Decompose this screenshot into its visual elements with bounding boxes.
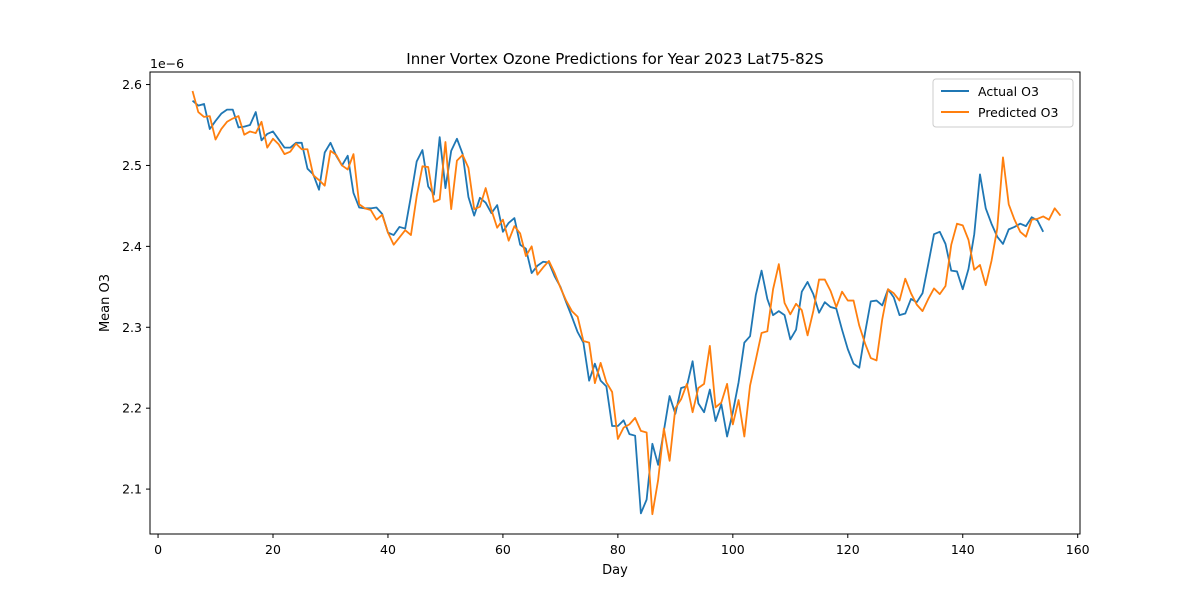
x-tick-label: 0 <box>154 542 162 557</box>
y-axis-label: Mean O3 <box>98 274 113 332</box>
x-axis-label: Day <box>602 563 628 578</box>
plot-frame <box>149 71 1081 535</box>
x-tick-label: 120 <box>836 542 860 557</box>
chart-title: Inner Vortex Ozone Predictions for Year … <box>406 50 823 68</box>
x-tick-label: 140 <box>951 542 975 557</box>
y-axis: 2.1 2.2 2.3 2.4 2.5 2.6 <box>122 77 150 497</box>
series-layer <box>191 90 1062 516</box>
x-tick-label: 160 <box>1066 542 1090 557</box>
x-tick-label: 60 <box>495 542 511 557</box>
y-tick-label: 2.1 <box>122 482 142 497</box>
x-tick-label: 100 <box>721 542 745 557</box>
series-line-1 <box>191 90 1062 516</box>
x-tick-label: 80 <box>610 542 626 557</box>
x-tick-label: 40 <box>380 542 396 557</box>
legend: Actual O3 Predicted O3 <box>932 78 1074 128</box>
y-tick-label: 2.5 <box>122 158 142 173</box>
x-axis: 0 20 40 60 80 100 120 140 160 <box>154 534 1090 557</box>
y-tick-label: 2.3 <box>122 320 142 335</box>
plot-area <box>150 72 1080 534</box>
y-tick-label: 2.6 <box>122 77 142 92</box>
series-line-0 <box>191 100 1045 515</box>
y-tick-label: 2.2 <box>122 401 142 416</box>
y-offset-label: 1e−6 <box>150 56 184 71</box>
legend-label-predicted: Predicted O3 <box>978 105 1058 120</box>
legend-label-actual: Actual O3 <box>978 84 1039 99</box>
y-tick-label: 2.4 <box>122 239 142 254</box>
x-tick-label: 20 <box>265 542 281 557</box>
